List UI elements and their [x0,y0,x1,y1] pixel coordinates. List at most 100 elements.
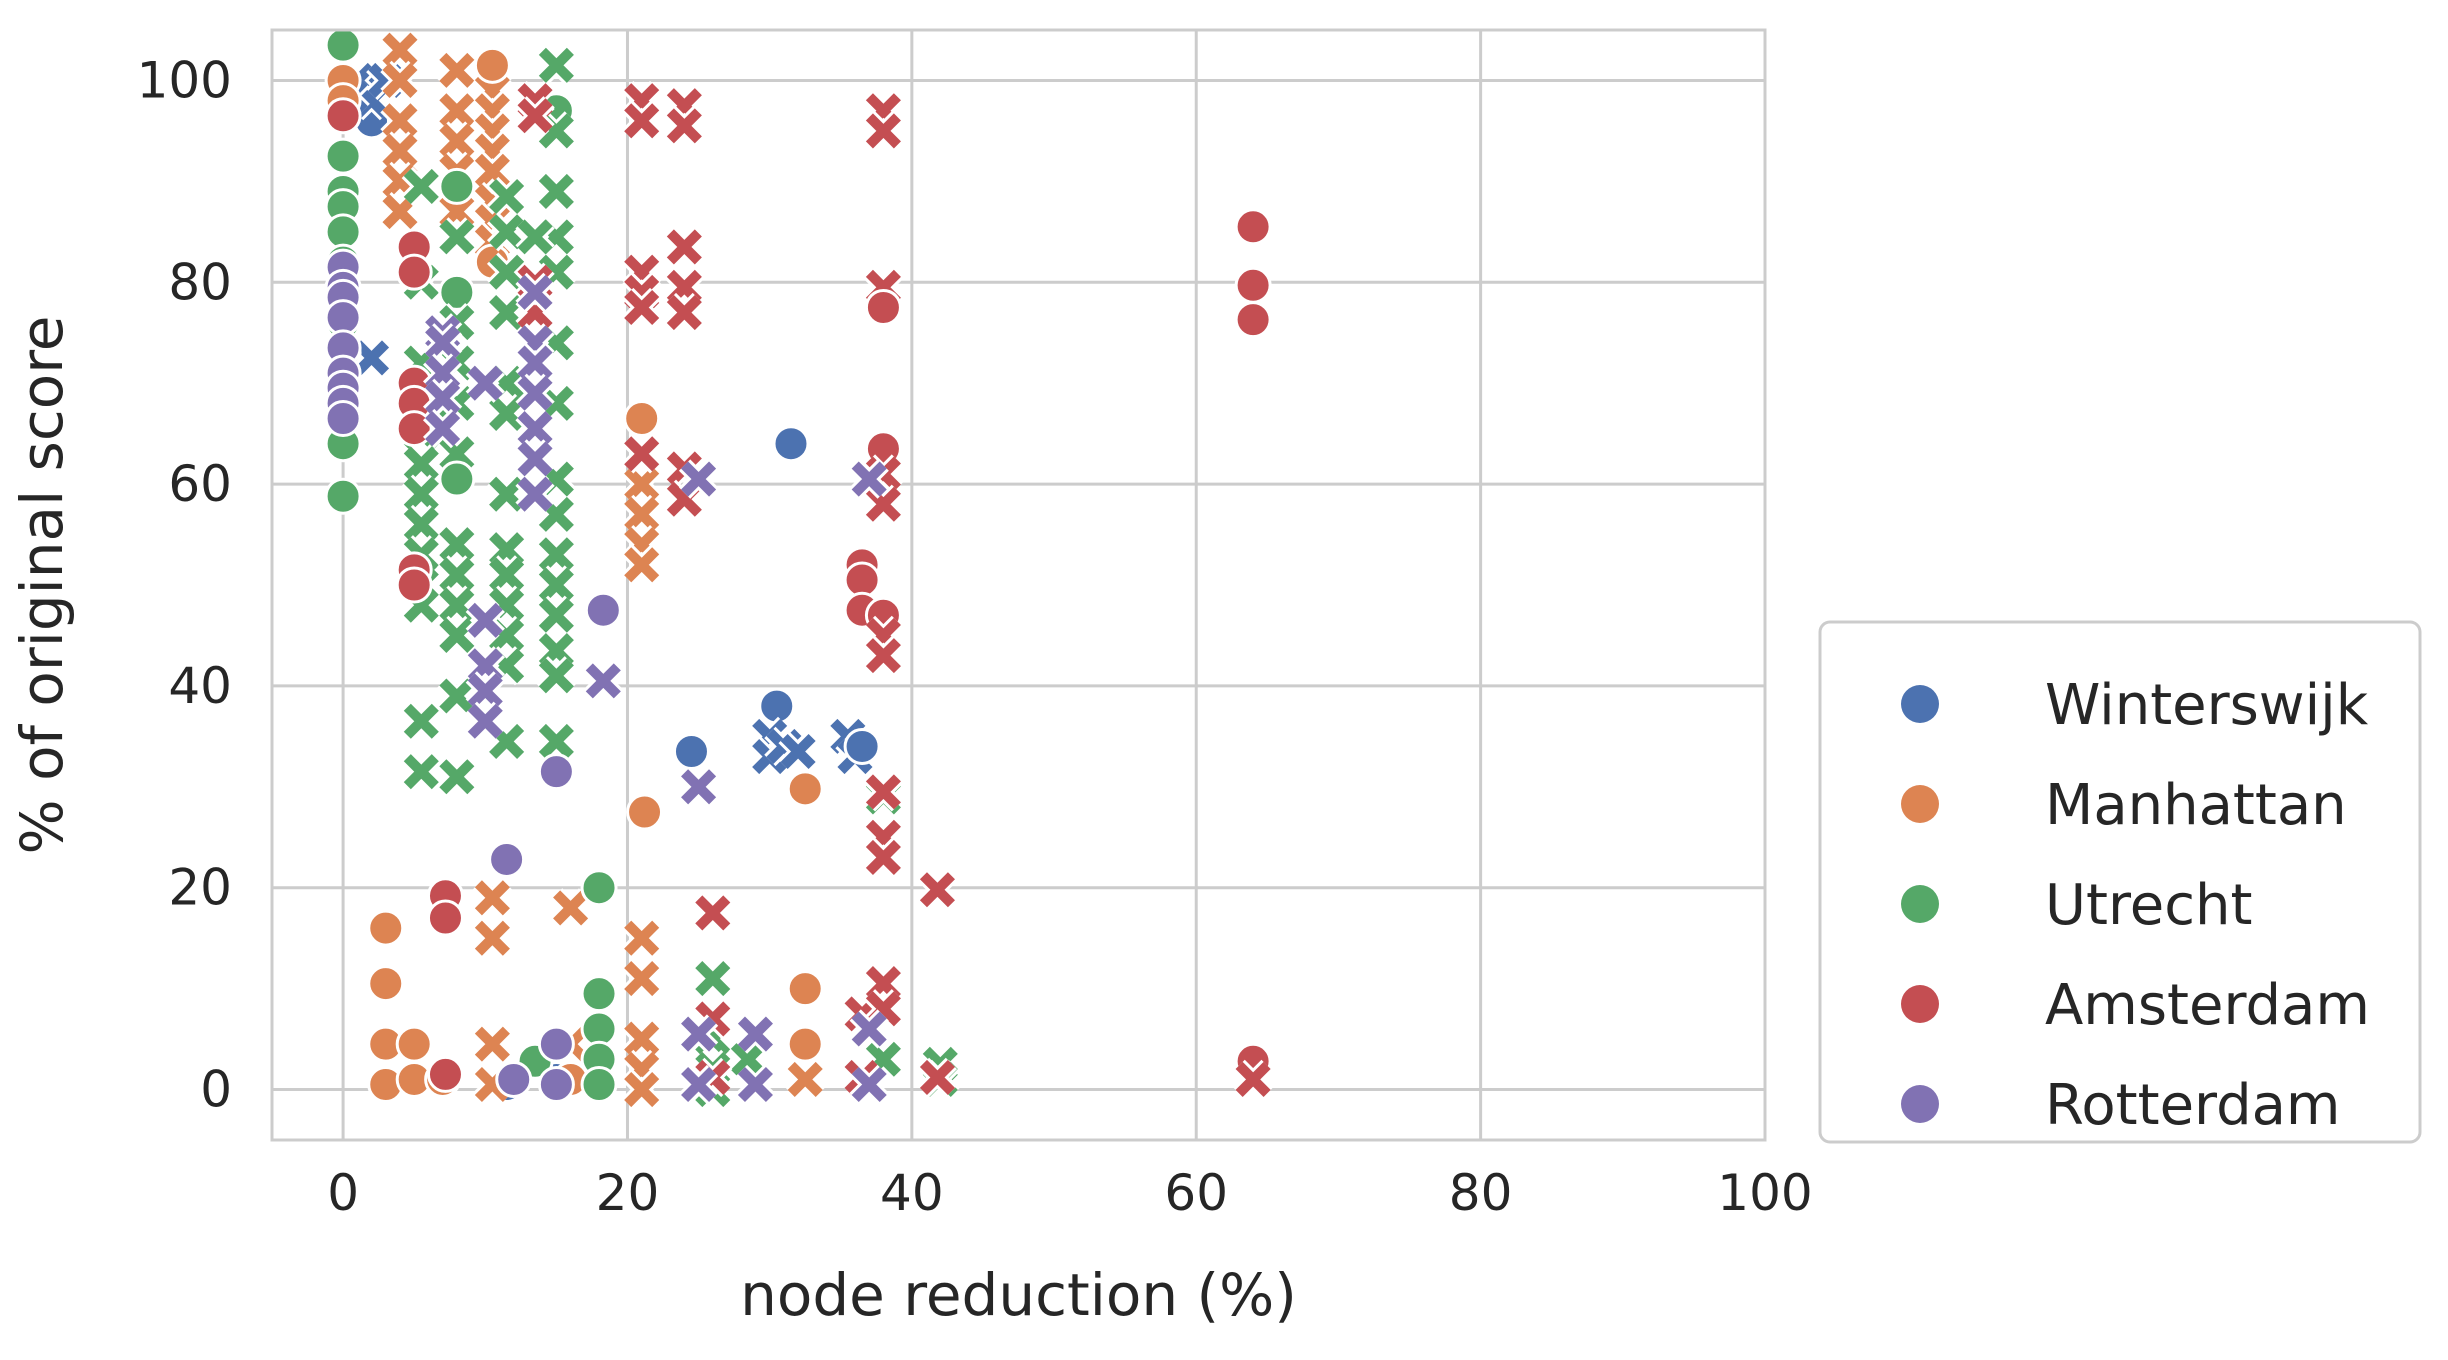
data-point-x [489,476,525,512]
x-tick-label: 80 [1449,1164,1513,1222]
data-point-x [467,365,503,401]
data-point-x [517,375,553,411]
data-point-x [467,703,503,739]
data-point-x [403,168,439,204]
data-point-x [681,1066,717,1103]
legend-label: Amsterdam [2045,973,2370,1038]
data-point-x [865,113,901,149]
data-point-circle [488,840,526,878]
data-point-circle [367,909,405,947]
data-point-x [730,1041,766,1077]
data-point-x [425,380,461,416]
data-point-x [474,1026,510,1062]
y-axis-label: % of original score [8,316,76,855]
data-point-x [425,325,461,361]
data-point-x [851,1011,887,1047]
data-point-circle [537,753,575,791]
data-point-x [474,880,510,916]
data-point-x [538,173,574,209]
x-tick-label: 60 [1164,1164,1228,1222]
data-point-x [666,108,702,144]
legend-marker [1901,785,1939,823]
series-rotterdam [324,248,889,1105]
data-point-x [624,547,660,583]
y-tick-label: 60 [168,455,232,513]
x-tick-label: 40 [880,1164,944,1222]
legend-marker [1901,885,1939,923]
legend-item-utrecht: Utrecht [1901,873,2252,938]
data-point-circle [786,970,824,1008]
data-point-x [1235,1061,1271,1097]
data-point-x [666,229,702,265]
data-point-x [403,703,439,739]
legend-label: Winterswijk [2045,673,2369,738]
data-point-x [467,673,503,709]
data-point-x [865,638,901,674]
data-point-x [517,274,553,310]
data-point-x [439,617,475,653]
data-point-circle [537,1025,575,1063]
legend: Winterswijk Manhattan Utrecht Amsterdam Rott… [1818,620,2422,1144]
legend-marker [1901,685,1939,723]
legend-item-amsterdam: Amsterdam [1901,973,2370,1038]
data-point-x [780,733,816,770]
x-tick-label: 100 [1717,1164,1812,1222]
data-point-x [624,920,660,956]
data-point-x [624,1072,660,1108]
data-point-x [517,411,553,447]
data-point-x [489,214,525,250]
x-tick-label: 0 [327,1164,359,1222]
data-point-circle [537,1066,575,1103]
legend-marker [1901,985,1939,1023]
data-point-x [382,133,418,169]
data-point-circle [672,733,710,770]
data-point-x [382,32,418,68]
data-point-circle [395,410,433,448]
data-point-x [403,446,439,482]
data-point-x [919,1059,955,1095]
data-point-x [695,961,731,997]
legend-item-rotterdam: Rotterdam [1901,1073,2340,1138]
data-point-x [353,340,390,376]
data-point-x [489,178,525,215]
data-point-x [467,602,503,638]
data-point-circle [395,253,433,291]
data-point-circle [324,400,362,437]
y-tick-label: 0 [200,1061,232,1119]
data-point-circle [580,869,618,907]
data-point-x [382,103,418,139]
data-point-x [787,1061,823,1097]
data-point-x [851,461,887,497]
data-point-circle [786,1025,824,1063]
data-point-x [538,597,574,633]
data-point-circle [438,167,476,205]
data-point-x [489,557,525,593]
legend-marker [1901,1085,1939,1123]
data-point-x [681,461,717,497]
data-point-x [624,961,660,997]
x-axis-label: node reduction (%) [740,1261,1297,1329]
data-point-circle [438,273,476,311]
data-point-x [624,289,660,326]
data-point-circle [473,46,511,84]
series-amsterdam [324,80,1273,1100]
data-point-x [737,1016,773,1052]
data-point-x [624,1021,660,1057]
data-point-circle [395,566,433,604]
y-tick-label: 40 [168,657,232,715]
data-point-circle [1234,266,1272,304]
data-point-circle [623,400,661,437]
data-point-circle [772,425,810,463]
data-point-x [538,658,574,694]
data-point-x [439,678,475,714]
data-point-x [585,663,621,699]
legend-label: Manhattan [2045,773,2347,838]
data-point-x [489,295,525,331]
data-points [324,26,1273,1110]
legend-label: Utrecht [2045,873,2252,938]
data-point-x [666,295,702,331]
data-point-x [865,774,901,810]
data-point-x [681,1016,717,1052]
data-point-x [624,496,660,532]
data-point-x [517,476,553,512]
